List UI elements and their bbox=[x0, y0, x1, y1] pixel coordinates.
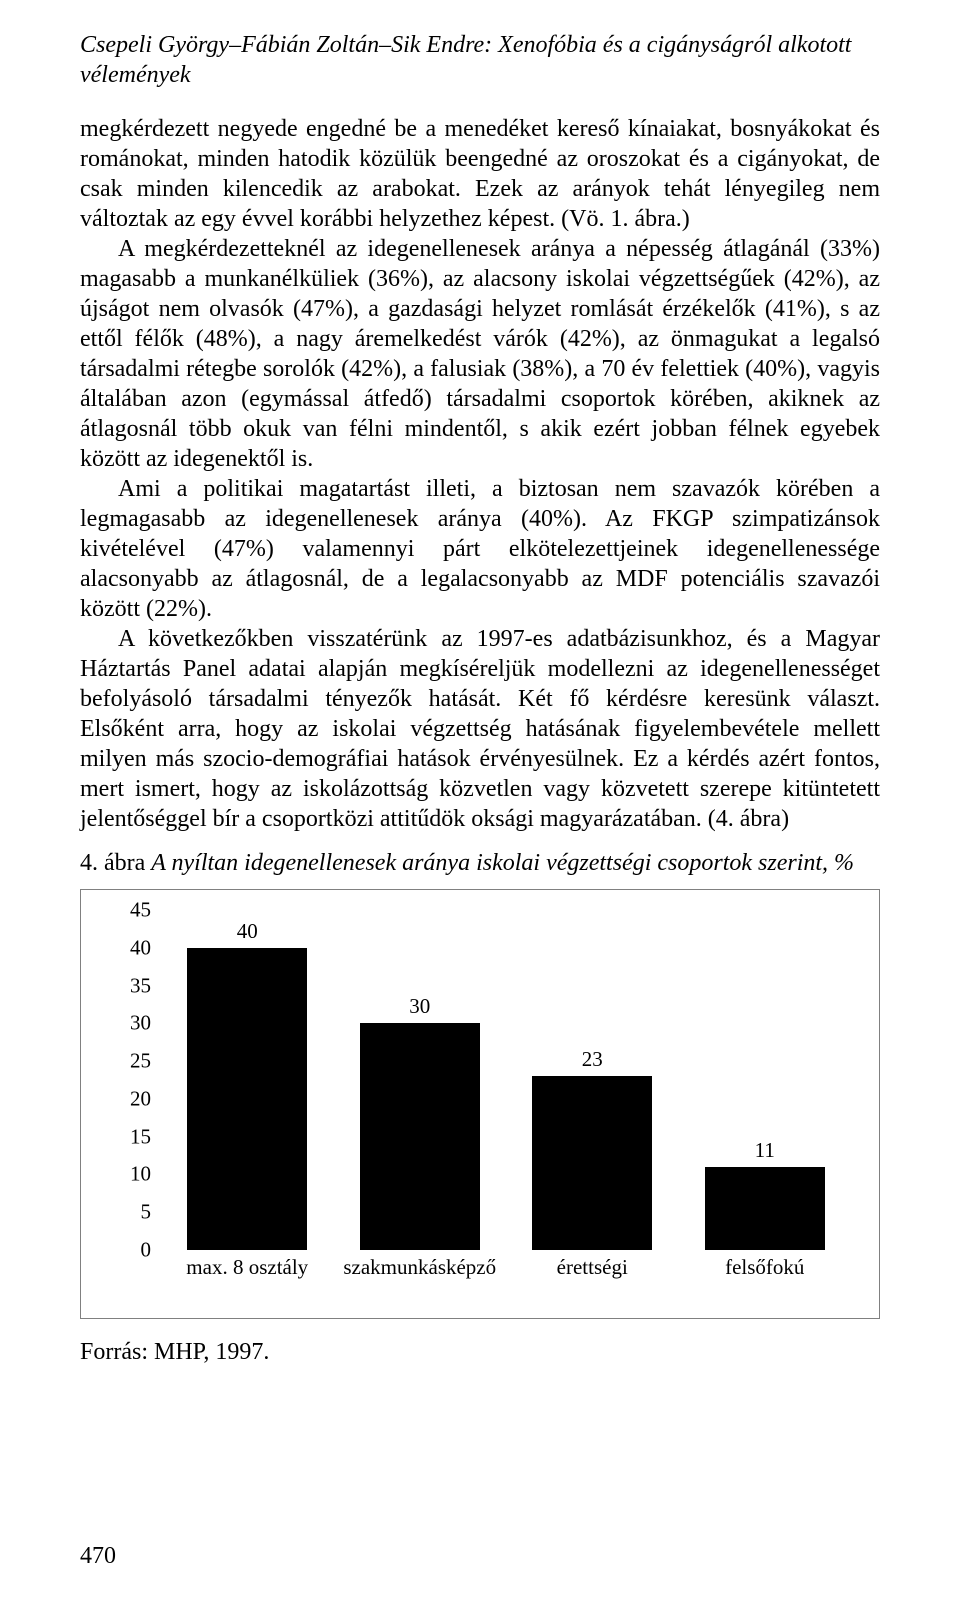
figure-caption-text: A nyíltan idegenellenesek aránya iskolai… bbox=[151, 850, 854, 876]
y-tick: 0 bbox=[91, 1238, 161, 1263]
bar-group: 30 bbox=[334, 910, 507, 1250]
plot-area: 05101520253035404540302311 bbox=[161, 910, 851, 1250]
x-axis-label: érettségi bbox=[506, 1255, 679, 1280]
bar: 11 bbox=[705, 1167, 825, 1250]
y-tick: 10 bbox=[91, 1162, 161, 1187]
y-tick: 40 bbox=[91, 935, 161, 960]
figure-caption: 4. ábra A nyíltan idegenellenesek aránya… bbox=[80, 850, 880, 877]
x-axis-label: max. 8 osztály bbox=[161, 1255, 334, 1280]
bar: 40 bbox=[187, 948, 307, 1250]
figure-caption-lead: 4. ábra bbox=[80, 850, 151, 876]
bar-value-label: 23 bbox=[582, 1047, 603, 1072]
page: Csepeli György–Fábián Zoltán–Sik Endre: … bbox=[0, 0, 960, 1600]
paragraph-2: A megkérdezetteknél az idegenellenesek a… bbox=[80, 234, 880, 474]
page-number: 470 bbox=[80, 1543, 116, 1570]
bar-group: 40 bbox=[161, 910, 334, 1250]
bar: 30 bbox=[360, 1023, 480, 1250]
paragraph-4: A következőkben visszatérünk az 1997-es … bbox=[80, 624, 880, 834]
body-text: megkérdezett negyede engedné be a menedé… bbox=[80, 114, 880, 834]
bar-value-label: 11 bbox=[755, 1138, 775, 1163]
figure-source: Forrás: MHP, 1997. bbox=[80, 1339, 880, 1366]
y-tick: 15 bbox=[91, 1124, 161, 1149]
y-tick: 25 bbox=[91, 1049, 161, 1074]
y-tick: 45 bbox=[91, 898, 161, 923]
bar-group: 23 bbox=[506, 910, 679, 1250]
paragraph-3: Ami a politikai magatartást illeti, a bi… bbox=[80, 474, 880, 624]
x-axis-label: felsőfokú bbox=[679, 1255, 852, 1280]
bar-value-label: 30 bbox=[409, 994, 430, 1019]
bar: 23 bbox=[532, 1076, 652, 1250]
paragraph-1: megkérdezett negyede engedné be a menedé… bbox=[80, 114, 880, 234]
bar-value-label: 40 bbox=[237, 919, 258, 944]
x-axis-label: szakmunkásképző bbox=[334, 1255, 507, 1280]
y-tick: 5 bbox=[91, 1200, 161, 1225]
y-tick: 20 bbox=[91, 1086, 161, 1111]
bar-group: 11 bbox=[679, 910, 852, 1250]
page-header: Csepeli György–Fábián Zoltán–Sik Endre: … bbox=[80, 30, 880, 90]
y-tick: 30 bbox=[91, 1011, 161, 1036]
y-tick: 35 bbox=[91, 973, 161, 998]
bar-chart: 05101520253035404540302311 max. 8 osztál… bbox=[80, 889, 880, 1319]
x-axis-labels: max. 8 osztályszakmunkásképzőérettségife… bbox=[161, 1255, 851, 1295]
